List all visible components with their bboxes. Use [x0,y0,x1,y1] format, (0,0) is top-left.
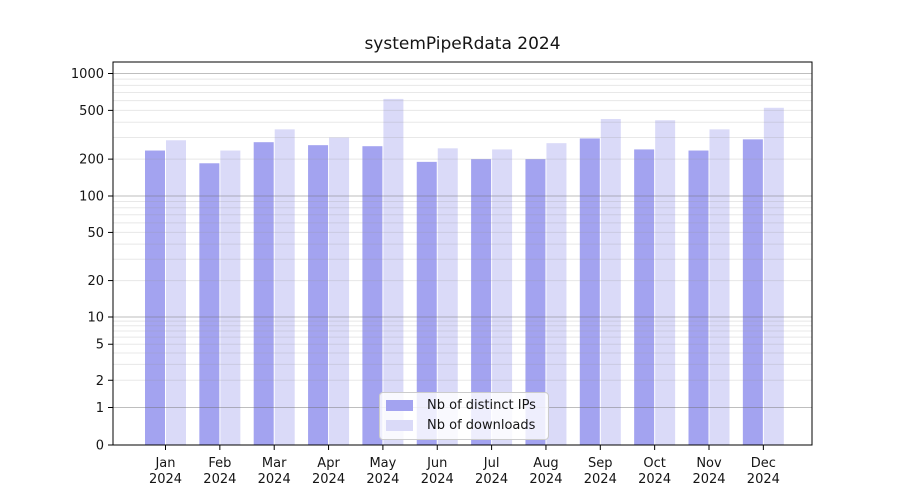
bar-feb-downloads [220,150,241,445]
y-tick-label: 50 [87,226,104,241]
bar-jul-downloads [492,149,513,445]
x-tick-label-mar: Mar 2024 [258,456,291,487]
bar-jan-downloads [166,140,186,446]
x-tick-label-jan: Jan 2024 [149,456,182,487]
x-tick-label-may: May 2024 [366,456,399,487]
legend-label-downloads: Nb of downloads [427,418,536,433]
bar-jul-distinct-ips [471,159,492,445]
bar-jan-distinct-ips [145,150,165,445]
y-tick-label: 100 [79,190,104,205]
bar-dec-distinct-ips [742,139,763,445]
bar-sep-distinct-ips [579,138,600,445]
x-tick-label-aug: Aug 2024 [529,456,562,487]
bar-may-distinct-ips [362,146,383,445]
y-tick-label: 20 [87,274,104,289]
x-axis: Jan 2024 Feb 2024 Mar 2024 Apr 2024 May 2024 Jun 20… [149,445,780,487]
y-tick-label: 10 [87,311,104,326]
bar-oct-distinct-ips [634,149,655,445]
bars-group [145,98,784,446]
chart-title: systemPipeRdata 2024 [364,34,561,54]
legend-label-distinct-ips: Nb of distinct IPs [427,398,536,413]
legend-item-distinct-ips: Nb of distinct IPs [386,398,536,413]
bar-nov-downloads [709,129,730,445]
y-tick-label: 500 [79,104,104,119]
x-tick-label-jun: Jun 2024 [421,456,454,487]
legend: Nb of distinct IPs Nb of downloads [379,392,549,440]
gridlines-group [113,73,812,408]
bar-jun-distinct-ips [416,161,437,446]
plot-frame [112,61,813,446]
y-axis: 0 1 2 5 10 20 50 100 200 500 1000 [71,67,113,454]
x-tick-label-feb: Feb 2024 [203,456,236,487]
y-tick-label: 1000 [71,67,104,82]
x-tick-label-sep: Sep 2024 [584,456,617,487]
legend-swatch-downloads [386,420,413,431]
x-tick-label-jul: Jul 2024 [475,456,508,487]
bar-apr-downloads [329,137,350,445]
bar-mar-downloads [274,129,295,445]
bar-may-downloads [383,98,404,446]
y-tick-label: 5 [96,338,104,353]
bar-jun-downloads [437,148,458,445]
x-tick-label-nov: Nov 2024 [692,456,725,487]
y-tick-label: 200 [79,153,104,168]
bar-aug-downloads [546,143,567,445]
y-tick-label: 1 [96,401,104,416]
bar-nov-distinct-ips [688,150,709,445]
legend-item-downloads: Nb of downloads [386,418,536,433]
series-1 [166,98,784,446]
bar-dec-downloads [763,107,784,445]
bar-sep-downloads [600,119,621,446]
bar-mar-distinct-ips [253,142,274,445]
bar-oct-downloads [655,120,676,445]
bar-aug-distinct-ips [525,159,546,445]
bar-feb-distinct-ips [199,163,220,445]
x-tick-label-oct: Oct 2024 [638,456,671,487]
legend-swatch-distinct-ips [386,400,413,411]
y-tick-label: 0 [96,439,104,454]
x-tick-label-apr: Apr 2024 [312,456,345,487]
bar-apr-distinct-ips [308,145,329,445]
x-tick-label-dec: Dec 2024 [747,456,780,487]
series-0 [145,138,763,446]
y-tick-label: 2 [96,374,104,389]
